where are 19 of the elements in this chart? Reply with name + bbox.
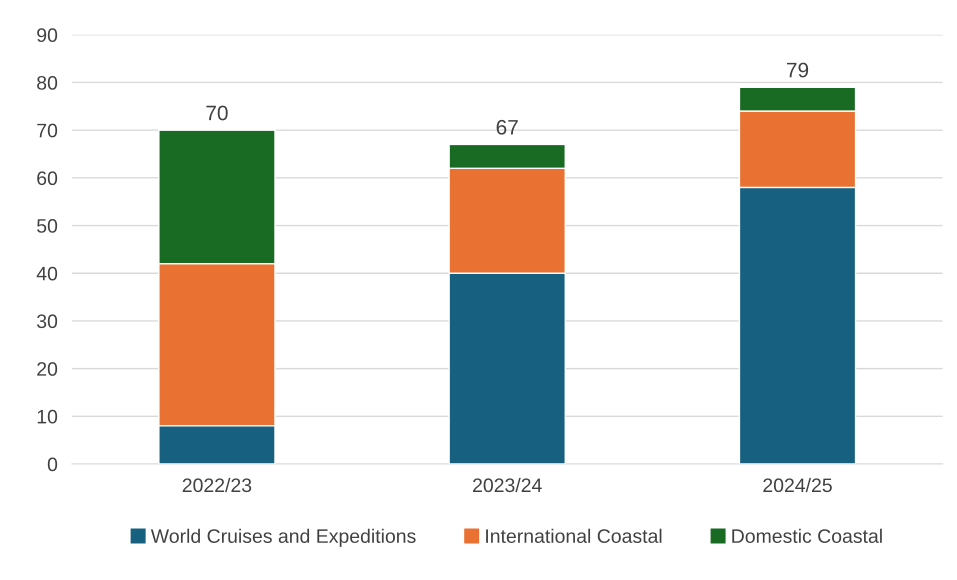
y-tick-label: 30 [37,314,58,328]
y-tick-label: 50 [37,219,58,233]
y-tick-label: 20 [37,362,58,376]
y-tick-label: 0 [48,457,58,472]
total-label: 70 [206,106,228,120]
total-label: 79 [786,62,808,78]
legend-label: World Cruises and Expeditions [150,528,416,547]
y-tick-label: 10 [38,410,58,424]
y-tick-label: 40 [36,266,58,280]
x-tick-label: 2024/25 [763,478,832,492]
legend-label: International Coastal [486,528,662,543]
x-tick-label: 2023/24 [473,478,542,492]
y-tick-label: 70 [37,124,58,138]
y-tick-label: 80 [37,76,58,90]
y-tick-label: 90 [37,28,58,42]
total-label: 67 [496,120,518,135]
legend-label: Domestic Coastal [732,528,882,543]
y-tick-label: 60 [37,171,58,186]
x-tick-label: 2022/23 [182,478,252,492]
